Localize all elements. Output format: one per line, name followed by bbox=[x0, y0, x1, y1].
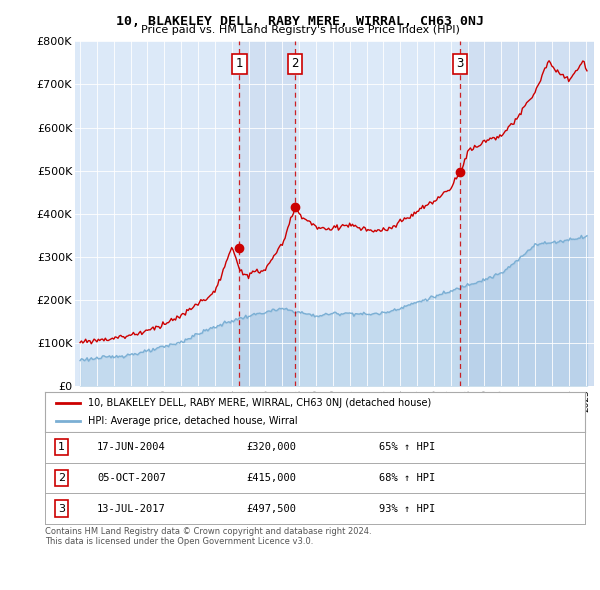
Text: £415,000: £415,000 bbox=[247, 473, 297, 483]
Text: 2: 2 bbox=[292, 57, 299, 70]
Text: £497,500: £497,500 bbox=[247, 504, 297, 513]
Text: Contains HM Land Registry data © Crown copyright and database right 2024.
This d: Contains HM Land Registry data © Crown c… bbox=[45, 527, 371, 546]
Text: £320,000: £320,000 bbox=[247, 442, 297, 452]
Text: 68% ↑ HPI: 68% ↑ HPI bbox=[379, 473, 435, 483]
Text: Price paid vs. HM Land Registry's House Price Index (HPI): Price paid vs. HM Land Registry's House … bbox=[140, 25, 460, 35]
Text: 93% ↑ HPI: 93% ↑ HPI bbox=[379, 504, 435, 513]
Text: 2: 2 bbox=[58, 473, 65, 483]
Text: HPI: Average price, detached house, Wirral: HPI: Average price, detached house, Wirr… bbox=[88, 416, 298, 426]
Bar bbox=[460, 41, 594, 386]
Text: 17-JUN-2004: 17-JUN-2004 bbox=[97, 442, 166, 452]
Text: 3: 3 bbox=[456, 57, 464, 70]
Text: 10, BLAKELEY DELL, RABY MERE, WIRRAL, CH63 0NJ (detached house): 10, BLAKELEY DELL, RABY MERE, WIRRAL, CH… bbox=[88, 398, 431, 408]
Text: 05-OCT-2007: 05-OCT-2007 bbox=[97, 473, 166, 483]
Text: 1: 1 bbox=[58, 442, 65, 452]
Text: 10, BLAKELEY DELL, RABY MERE, WIRRAL, CH63 0NJ: 10, BLAKELEY DELL, RABY MERE, WIRRAL, CH… bbox=[116, 15, 484, 28]
Text: 1: 1 bbox=[236, 57, 243, 70]
Text: 3: 3 bbox=[58, 504, 65, 513]
Bar bbox=[239, 41, 295, 386]
Text: 65% ↑ HPI: 65% ↑ HPI bbox=[379, 442, 435, 452]
Text: 13-JUL-2017: 13-JUL-2017 bbox=[97, 504, 166, 513]
